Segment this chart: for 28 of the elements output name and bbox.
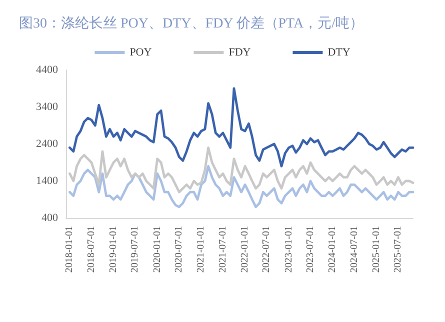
x-tick-label: 2023-01-01	[283, 226, 294, 273]
line-series	[68, 87, 414, 168]
y-tick-label: 3400	[36, 101, 58, 113]
x-tick-label: 2019-01-01	[108, 226, 120, 273]
y-tick-label: 400	[42, 212, 58, 224]
x-tick-label: 2024-07-01	[348, 226, 360, 273]
x-tick-label: 2021-07-01	[217, 226, 228, 273]
chart-title: 图30：涤纶长丝 POY、DTY、FDY 价差（PTA，元/吨）	[19, 16, 364, 32]
legend-label: POY	[130, 46, 152, 58]
x-tick-label: 2024-01-01	[327, 226, 338, 273]
x-tick-label: 2022-07-01	[261, 226, 272, 273]
y-tick-label: 2400	[36, 138, 58, 150]
x-tick-label: 2022-01-01	[240, 226, 251, 273]
y-tick-label: 4400	[36, 64, 58, 76]
line-series	[68, 165, 414, 208]
x-tick-label: 2018-01-01	[64, 226, 76, 273]
line-series	[68, 146, 414, 194]
x-tick-label: 2020-01-01	[152, 226, 163, 273]
x-tick-label: 2023-07-01	[305, 226, 316, 273]
x-tick-label: 2019-07-01	[130, 226, 141, 273]
x-tick-label: 2025-01-01	[371, 226, 382, 273]
x-tick-label: 2020-07-01	[174, 226, 185, 273]
x-tick-label: 2018-07-01	[86, 226, 97, 273]
legend-label: FDY	[228, 46, 251, 58]
legend-label: DTY	[328, 46, 350, 58]
y-tick-label: 1400	[36, 175, 58, 187]
x-tick-label: 2025-07-01	[392, 226, 404, 273]
x-tick-label: 2021-01-01	[196, 226, 207, 273]
